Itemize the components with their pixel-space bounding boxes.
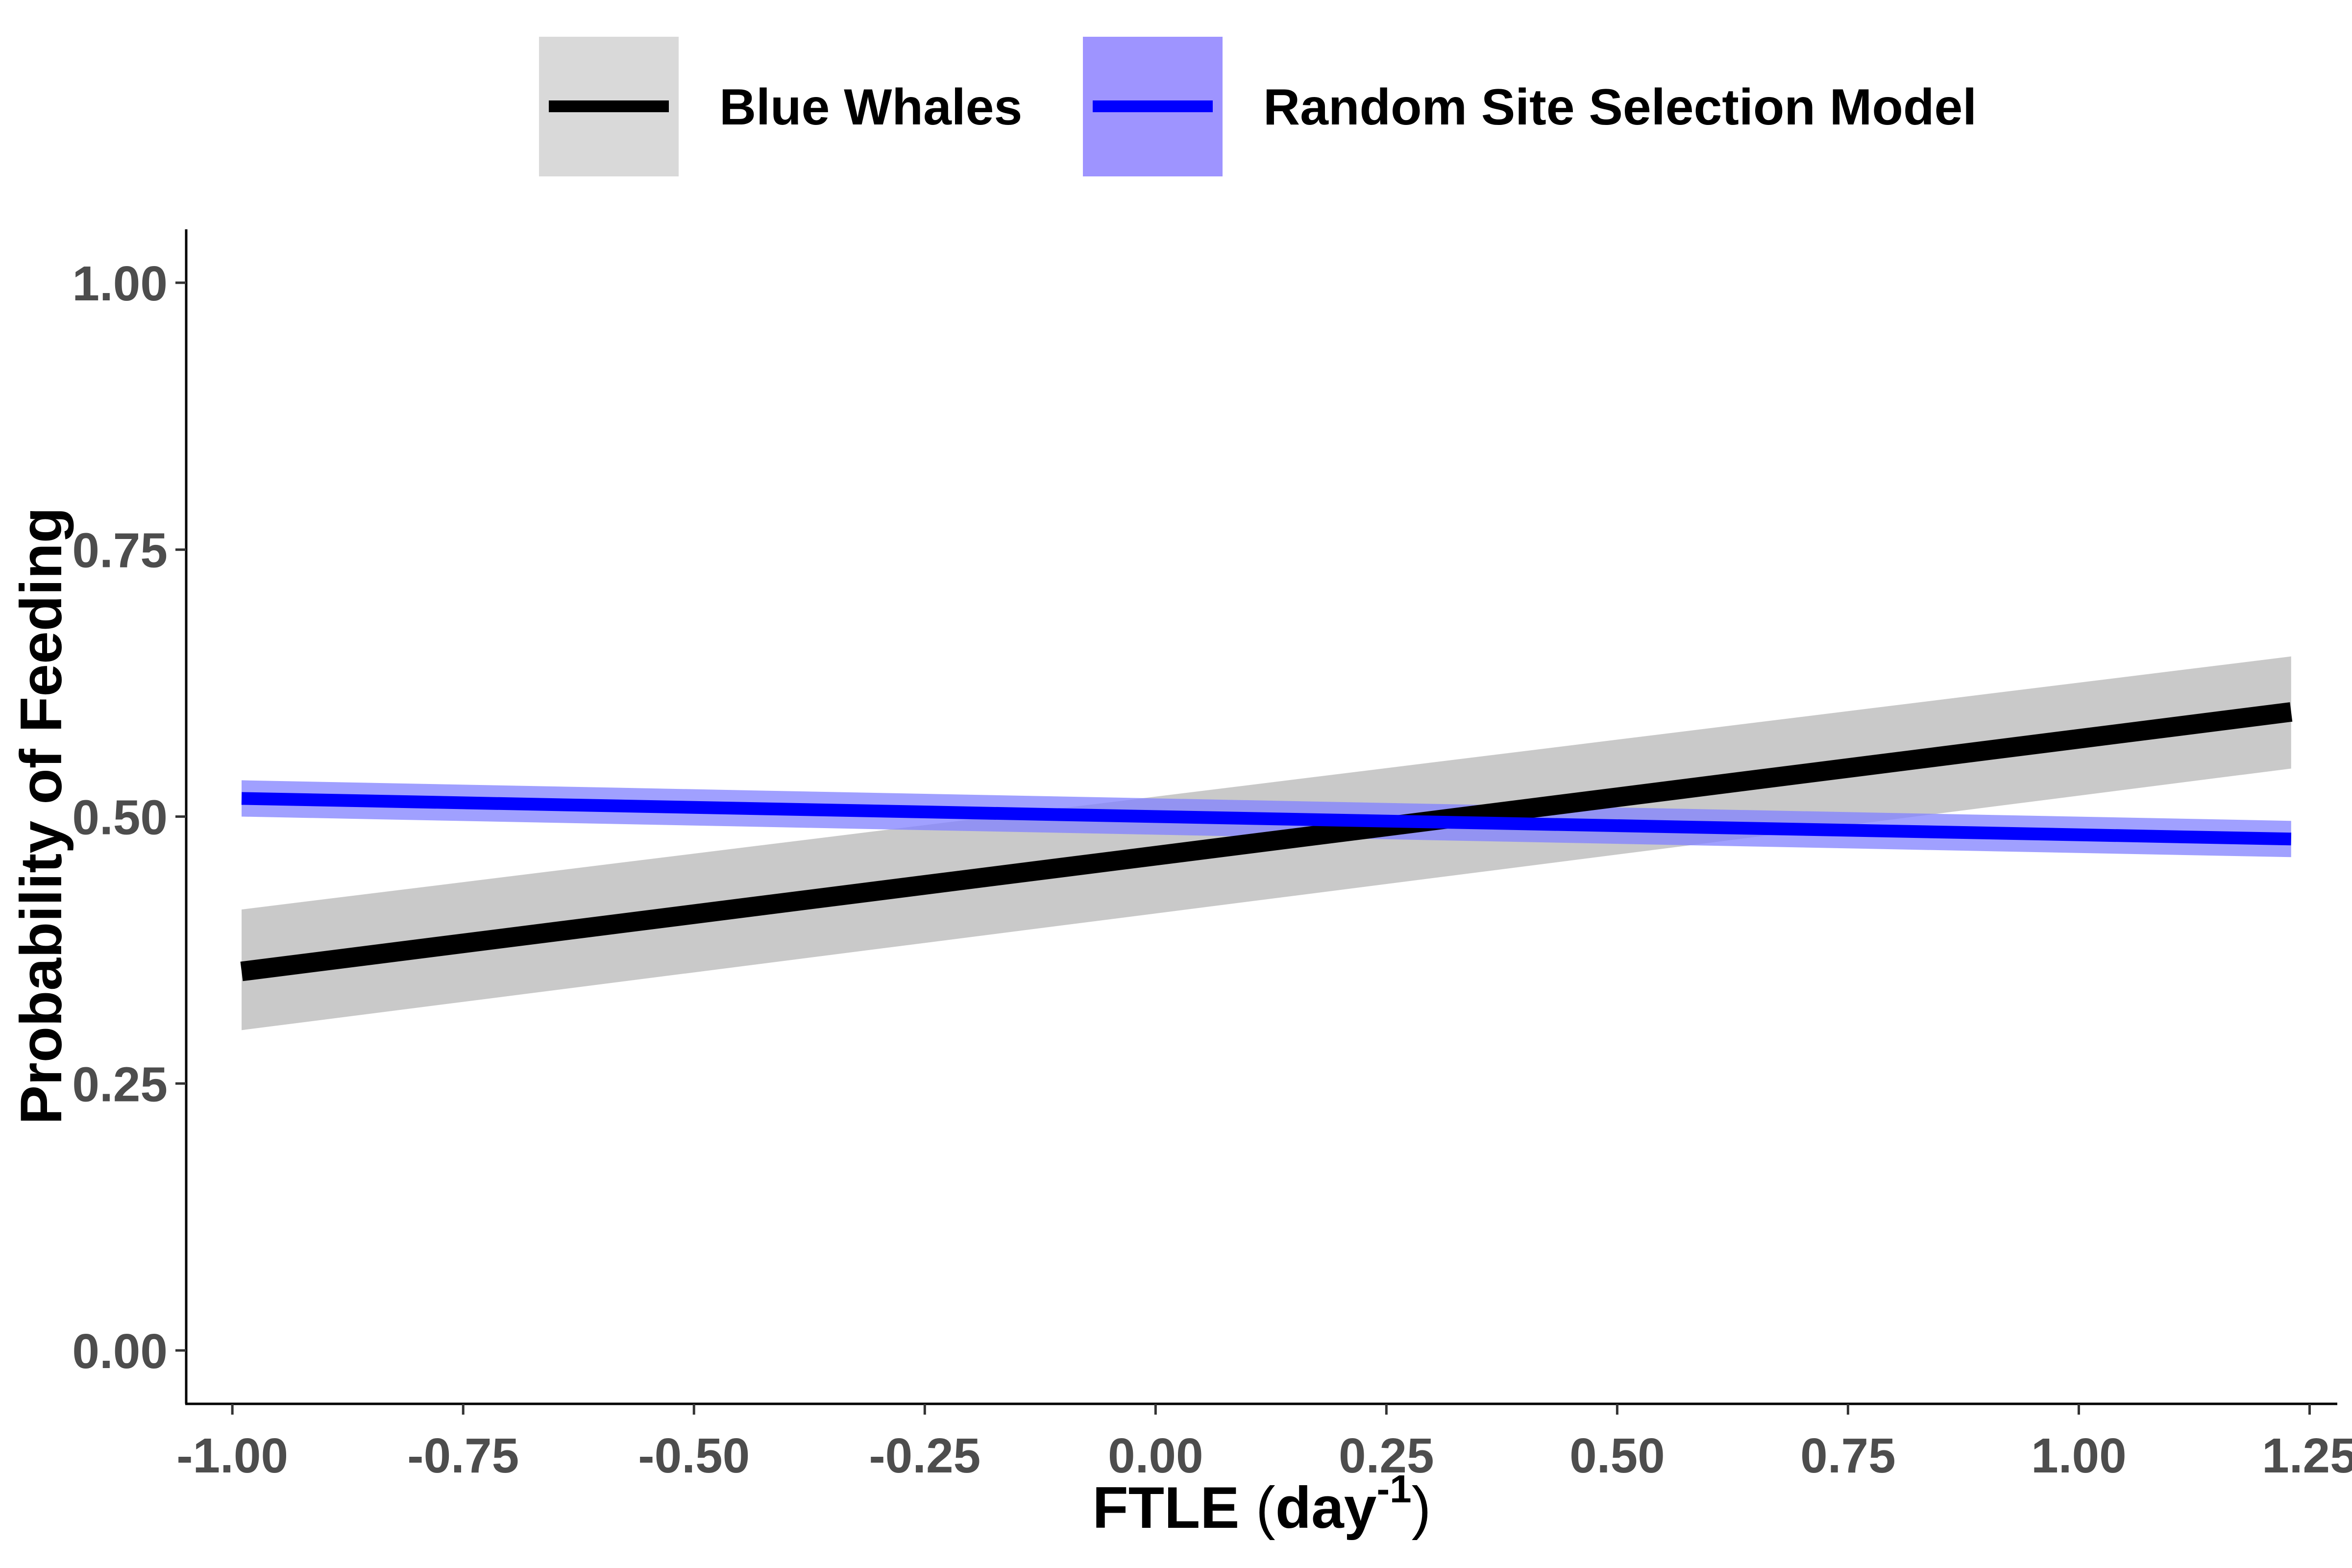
legend-label-series-1: Blue Whales [719,79,1022,136]
legend: Blue Whales Random Site Selection Model [539,37,1977,176]
x-tick-label: -1.00 [176,1428,288,1483]
y-ticks: 0.00 0.25 0.50 0.75 1.00 [72,256,186,1379]
y-tick-label: 0.50 [72,790,168,845]
x-axis-title-unit: day [1275,1475,1377,1541]
x-tick-label: 1.25 [2262,1428,2352,1483]
x-axis-title-unit-exponent: -1 [1376,1467,1411,1511]
y-tick-label: 0.25 [72,1057,168,1112]
x-tick-label: 0.50 [1569,1428,1665,1483]
x-tick-label: 0.00 [1108,1428,1203,1483]
x-tick-label: -0.50 [638,1428,750,1483]
x-tick-label: 0.75 [1800,1428,1896,1483]
plot-area [240,656,2293,1030]
x-tick-label: -0.25 [869,1428,980,1483]
y-tick-label: 1.00 [72,256,168,311]
series-line-1 [240,702,2293,981]
x-tick-label: -0.75 [407,1428,519,1483]
y-tick-label: 0.00 [72,1324,168,1379]
y-tick-label: 0.75 [72,523,168,578]
legend-label-series-2: Random Site Selection Model [1263,79,1977,136]
x-ticks: -1.00 -0.75 -0.50 -0.25 0.00 0.25 0.50 0.75 1.00… [176,1404,2352,1483]
x-axis-title-open-paren: ( [1256,1475,1275,1541]
y-axis-title: Probability of Feeding [8,507,74,1125]
series-line-2 [241,792,2292,846]
x-tick-label: 0.25 [1339,1428,1434,1483]
x-tick-label: 1.00 [2031,1428,2127,1483]
x-axis-title: FTLE (day-1) [1092,1467,1431,1541]
x-axis-title-close-paren: ) [1412,1475,1431,1541]
x-axis-title-text: FTLE [1092,1475,1239,1541]
